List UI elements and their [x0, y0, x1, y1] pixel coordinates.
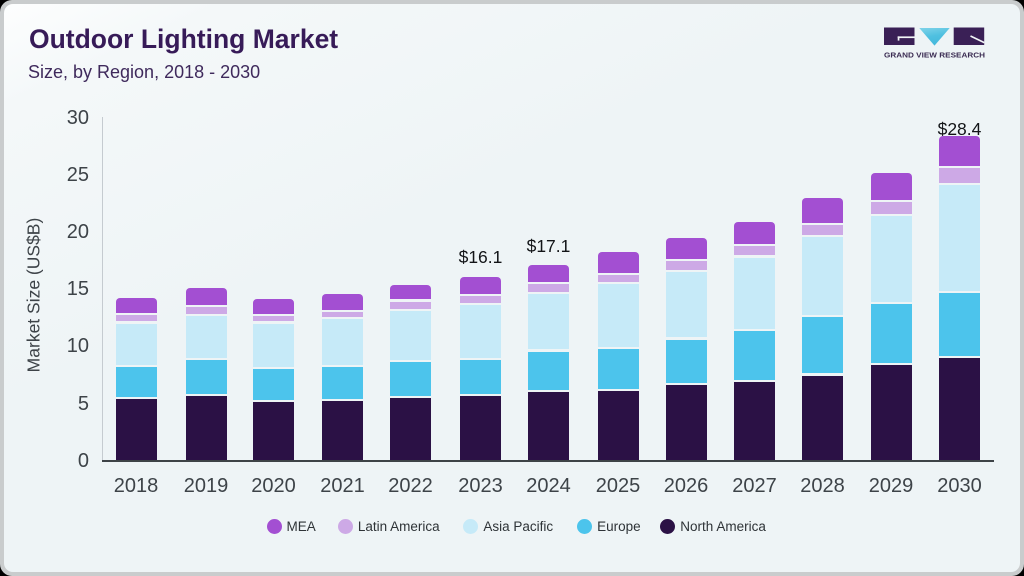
- svg-text:GRAND VIEW RESEARCH: GRAND VIEW RESEARCH: [884, 51, 985, 60]
